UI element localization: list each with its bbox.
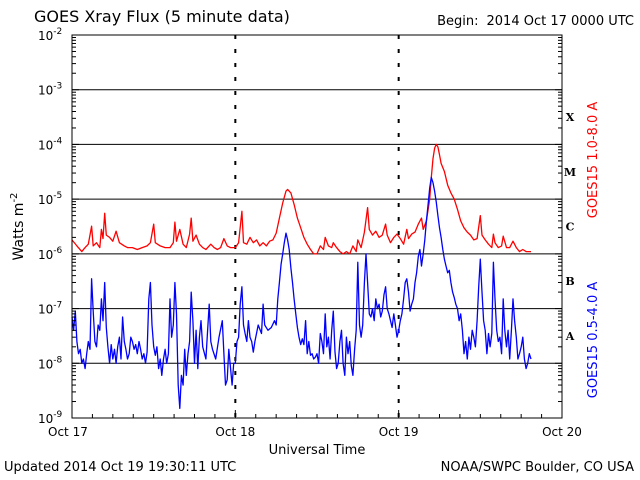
updated-timestamp: Updated 2014 Oct 19 19:30:11 UTC — [4, 460, 237, 475]
y-tick-label: 10-2 — [38, 27, 62, 43]
flare-class-a: A — [565, 330, 575, 343]
credit-line: NOAA/SWPC Boulder, CO USA — [440, 460, 634, 475]
y-tick-label: 10-7 — [38, 301, 62, 317]
x-tick-label: Oct 18 — [215, 425, 255, 439]
y-tick-exponent: -2 — [53, 27, 62, 37]
series-label-short: GOES15 0.5-4.0 A — [586, 282, 601, 399]
y-axis-title: Watts m-2 — [9, 193, 27, 261]
flare-class-m: M — [564, 166, 576, 179]
y-tick-exponent: -5 — [53, 191, 62, 201]
begin-time: Begin: 2014 Oct 17 0000 UTC — [429, 14, 634, 29]
y-tick-label: 10-4 — [38, 136, 63, 152]
series-label-long: GOES15 1.0-8.0 A — [586, 102, 601, 219]
y-tick-exponent: -8 — [53, 355, 62, 365]
series-line-long — [71, 143, 531, 255]
series-line-short — [71, 176, 532, 410]
y-tick-exponent: -7 — [53, 301, 62, 311]
y-tick-label: 10-5 — [38, 191, 62, 207]
flare-class-c: C — [566, 221, 575, 234]
y-tick-exponent: -9 — [53, 410, 62, 420]
y-tick-exponent: -4 — [53, 136, 62, 146]
x-tick-label: Oct 19 — [379, 425, 419, 439]
x-axis-title: Universal Time — [269, 443, 366, 458]
y-tick-label: 10-6 — [38, 246, 63, 262]
flare-class-x: X — [566, 111, 575, 124]
y-tick-exponent: -6 — [53, 246, 62, 256]
y-axis-title-exponent: -2 — [9, 193, 20, 203]
x-tick-label: Oct 17 — [48, 425, 88, 439]
y-tick-label: 10-3 — [38, 82, 62, 98]
begin-label: Begin: — [437, 14, 479, 29]
y-tick-exponent: -3 — [53, 82, 62, 92]
y-tick-label: 10-9 — [38, 410, 63, 426]
chart-title: GOES Xray Flux (5 minute data) — [34, 7, 290, 26]
flare-class-b: B — [565, 275, 574, 288]
x-tick-label: Oct 20 — [542, 425, 582, 439]
begin-value: 2014 Oct 17 0000 UTC — [486, 14, 635, 29]
y-tick-label: 10-8 — [38, 355, 63, 371]
